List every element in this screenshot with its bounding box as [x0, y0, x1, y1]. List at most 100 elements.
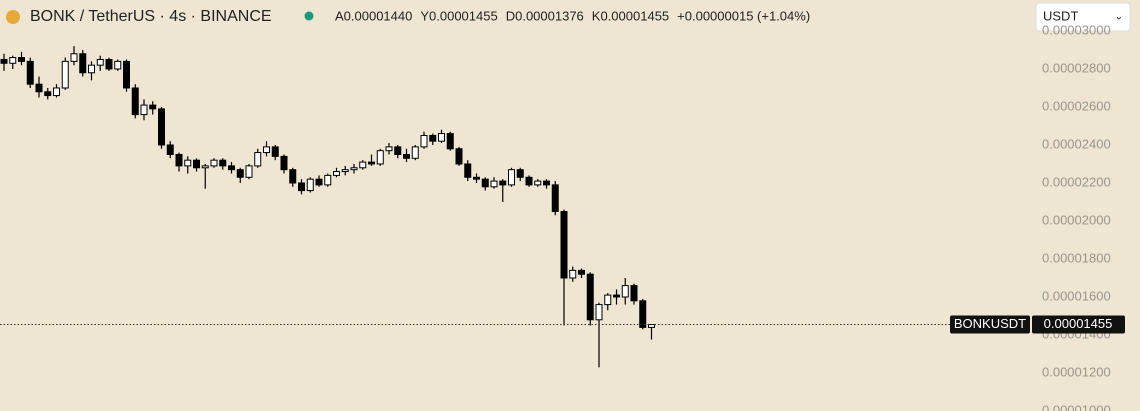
coin-icon	[6, 10, 20, 24]
candle-body	[551, 184, 559, 212]
candle-body	[298, 182, 305, 192]
candle-body	[420, 134, 428, 148]
candle-body	[630, 285, 638, 302]
candle-body	[446, 133, 454, 150]
candle-body	[254, 152, 262, 167]
candle-body	[613, 294, 620, 298]
y-tick-label: 0.00002200	[1042, 174, 1111, 189]
candle-body	[569, 269, 577, 279]
candle-body	[359, 161, 367, 169]
candle-body	[263, 146, 270, 154]
candle-body	[341, 169, 349, 173]
candle-body	[61, 60, 69, 89]
y-tick-label: 0.00002600	[1042, 98, 1111, 113]
price-tag-symbol: BONKUSDT	[954, 316, 1026, 331]
candle-body	[411, 146, 419, 159]
candle-body	[306, 178, 314, 192]
candle-body	[525, 176, 533, 186]
status-dot	[304, 11, 314, 21]
candle-body	[219, 159, 227, 167]
price-tag-symbol-bg	[950, 315, 1030, 334]
symbol-title: BONK / TetherUS · 4s · BINANCE	[30, 8, 272, 25]
y-tick-label: 0.00002400	[1042, 136, 1111, 151]
candle-body	[560, 210, 568, 279]
candle-body	[158, 108, 165, 146]
y-tick-label: 0.00001800	[1042, 250, 1111, 265]
y-tick-label: 0.00001200	[1042, 364, 1111, 379]
candle-body	[595, 304, 603, 321]
candle-body	[271, 146, 279, 157]
candle-body	[53, 87, 60, 97]
y-tick-label: 0.00001000	[1042, 402, 1111, 411]
candle-body	[639, 300, 647, 328]
candle-body	[516, 169, 524, 178]
candle-body	[44, 91, 52, 97]
candle-body	[385, 146, 393, 152]
candle-body	[289, 169, 297, 184]
price-tag-value: 0.00001455	[1044, 316, 1113, 331]
candle-body	[210, 159, 218, 167]
candle-body	[438, 133, 445, 142]
ohlc-value: K0.00001455	[592, 8, 669, 23]
candle-body	[578, 269, 585, 275]
candle-body	[123, 60, 130, 89]
dropdown-arrow[interactable]: ⌄	[1115, 12, 1123, 23]
candle-body	[621, 285, 629, 298]
ohlc-value: D0.00001376	[506, 8, 584, 23]
candle-body	[604, 294, 612, 306]
y-tick-label: 0.00003000	[1042, 22, 1111, 37]
y-tick-label: 0.00002800	[1042, 60, 1111, 75]
candle-body	[184, 159, 192, 167]
candle-body	[18, 57, 25, 62]
candle-body	[455, 148, 463, 165]
candle-body	[131, 87, 139, 116]
candle-body	[245, 165, 253, 178]
candle-body	[26, 60, 34, 85]
candle-body	[70, 53, 78, 62]
y-tick-label: 0.00001600	[1042, 288, 1111, 303]
candle-body	[236, 169, 244, 178]
candle-body	[140, 104, 148, 116]
candle-body	[394, 146, 402, 155]
candle-body	[481, 178, 489, 188]
candle-body	[35, 83, 43, 93]
candle-body	[175, 153, 183, 167]
candle-body	[193, 159, 200, 169]
candle-body	[105, 58, 113, 70]
candle-body	[368, 161, 375, 165]
candle-body	[324, 174, 332, 186]
candle-body	[96, 58, 104, 66]
price-tag-value-bg	[1032, 315, 1125, 334]
candle-body	[88, 64, 95, 74]
candle-body	[315, 178, 323, 186]
candle-body	[464, 163, 472, 178]
candle-body	[350, 167, 358, 171]
ohlc-value: A0.00001440	[335, 8, 412, 23]
currency-label[interactable]: USDT	[1043, 8, 1078, 23]
currency-select[interactable]	[1035, 2, 1131, 32]
candle-body	[0, 58, 8, 64]
candle-body	[228, 165, 235, 171]
candle-body	[114, 60, 122, 70]
candle-body	[201, 165, 209, 169]
plot: 0.000010000.000012000.000014000.00001600…	[0, 22, 1125, 411]
candle-body	[79, 53, 87, 74]
candle-body	[333, 171, 340, 176]
candle-body	[429, 134, 437, 142]
candle-body	[403, 153, 410, 159]
candle-body	[9, 57, 17, 64]
candle-body	[149, 104, 157, 110]
candle-body	[490, 180, 498, 188]
y-tick-label: 0.00002000	[1042, 212, 1111, 227]
candle-body	[166, 144, 174, 155]
candle-body	[508, 169, 515, 186]
candle-body	[586, 273, 594, 321]
ohlc-value: Y0.00001455	[420, 8, 497, 23]
ohlc-value: +0.00000015 (+1.04%)	[677, 8, 810, 23]
candle-body	[473, 176, 480, 180]
ohlc-row: A0.00001440 Y0.00001455 D0.00001376 K0.0000…	[335, 8, 810, 23]
candle-body	[376, 150, 384, 165]
candle-body	[543, 180, 550, 186]
